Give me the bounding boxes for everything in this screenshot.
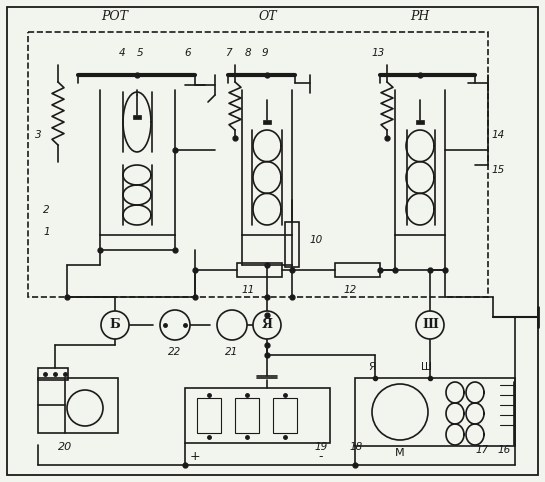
Circle shape	[416, 311, 444, 339]
Text: М: М	[395, 448, 405, 458]
Bar	[355, 378, 515, 446]
Text: 9: 9	[262, 48, 268, 58]
Text: 16: 16	[497, 445, 510, 455]
Bar	[416, 120, 424, 124]
Text: 18: 18	[350, 442, 364, 452]
Text: 10: 10	[310, 235, 323, 245]
Bar	[185, 388, 330, 443]
Text: 6: 6	[185, 48, 191, 58]
Circle shape	[101, 311, 129, 339]
Text: ОТ: ОТ	[259, 10, 277, 23]
Text: Я: Я	[368, 362, 376, 372]
Text: 11: 11	[241, 285, 255, 295]
Text: Ш: Ш	[422, 319, 438, 332]
Text: Я: Я	[262, 319, 272, 332]
Text: 22: 22	[168, 347, 181, 357]
Text: -: -	[318, 450, 323, 463]
Text: 3: 3	[35, 130, 42, 140]
Text: 4: 4	[119, 48, 125, 58]
Bar	[133, 115, 141, 119]
Text: Б: Б	[110, 319, 120, 332]
Circle shape	[67, 390, 103, 426]
Text: 2: 2	[44, 205, 50, 215]
Text: РОТ: РОТ	[101, 10, 129, 23]
Text: 13: 13	[371, 48, 385, 58]
Circle shape	[160, 310, 190, 340]
Text: 17: 17	[476, 445, 489, 455]
Text: 21: 21	[226, 347, 239, 357]
Bar	[197, 398, 221, 433]
Text: +: +	[190, 450, 201, 463]
Bar	[38, 368, 68, 380]
Text: 5: 5	[137, 48, 143, 58]
Bar	[335, 263, 380, 277]
Text: 7: 7	[225, 48, 231, 58]
Circle shape	[217, 310, 247, 340]
Bar	[237, 263, 282, 277]
Text: Ш: Ш	[421, 362, 433, 372]
Bar	[38, 378, 118, 433]
Circle shape	[253, 311, 281, 339]
Text: 1: 1	[44, 227, 50, 237]
Text: 20: 20	[58, 442, 72, 452]
Text: РН: РН	[410, 10, 429, 23]
Circle shape	[372, 384, 428, 440]
Bar	[28, 32, 488, 297]
Text: 19: 19	[315, 442, 328, 452]
Text: 15: 15	[492, 165, 505, 175]
Bar	[235, 398, 259, 433]
Bar	[263, 120, 271, 124]
Bar	[285, 222, 299, 267]
Text: 8: 8	[245, 48, 251, 58]
Text: 14: 14	[492, 130, 505, 140]
Bar	[273, 398, 297, 433]
Text: 12: 12	[343, 285, 356, 295]
